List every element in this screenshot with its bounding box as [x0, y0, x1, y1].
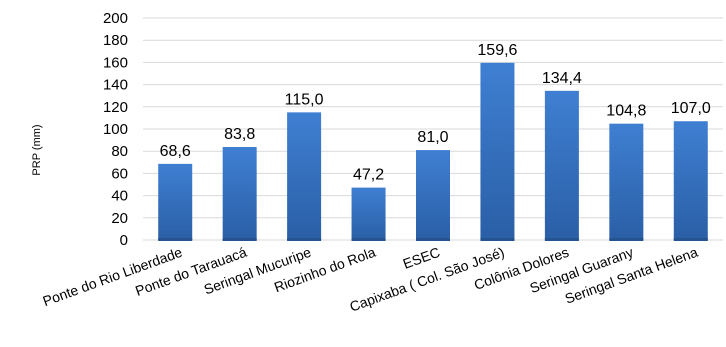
y-tick-label: 140 — [103, 77, 128, 94]
data-label: 115,0 — [285, 91, 324, 108]
bar — [416, 150, 450, 240]
data-label: 47,2 — [353, 167, 384, 184]
data-label: 107,0 — [671, 100, 711, 117]
y-tick-label: 60 — [111, 165, 128, 182]
y-axis-ticks: 0 20 40 60 80 100 120 140 160 180 200 — [103, 10, 128, 249]
y-tick-label: 200 — [103, 10, 128, 27]
bar-base — [158, 238, 193, 241]
bar — [609, 123, 644, 240]
y-tick-label: 160 — [103, 54, 128, 71]
bar — [544, 90, 579, 240]
data-label: 68,6 — [160, 143, 191, 160]
bar-base — [351, 238, 386, 241]
data-label: 159,6 — [477, 42, 517, 59]
y-tick-label: 0 — [120, 232, 128, 249]
bar-base — [222, 238, 257, 241]
y-tick-label: 40 — [111, 188, 128, 205]
bar-base — [287, 238, 322, 241]
bar — [351, 187, 386, 240]
data-label: 134,4 — [542, 70, 582, 87]
bar-base — [416, 238, 450, 241]
data-label: 81,0 — [417, 129, 448, 146]
data-label: 83,8 — [224, 126, 255, 143]
bar — [480, 62, 515, 241]
bar-base — [480, 238, 515, 241]
data-label: 104,8 — [606, 103, 646, 120]
bar — [673, 121, 708, 240]
y-axis-title: PRP (mm) — [31, 124, 43, 175]
bar-base — [609, 238, 644, 241]
y-tick-label: 100 — [103, 121, 128, 138]
data-labels: 68,6 83,8 115,0 47,2 81,0 159,6 134,4 104,8 107,… — [160, 42, 711, 184]
y-tick-label: 180 — [103, 32, 128, 49]
bar — [158, 163, 193, 240]
bars — [158, 62, 708, 241]
bar — [287, 112, 322, 240]
bar-base — [673, 238, 708, 241]
y-tick-label: 20 — [111, 210, 128, 227]
y-tick-label: 120 — [103, 99, 128, 116]
bar — [222, 146, 257, 240]
y-tick-label: 80 — [111, 143, 128, 160]
bar-base — [544, 238, 579, 241]
